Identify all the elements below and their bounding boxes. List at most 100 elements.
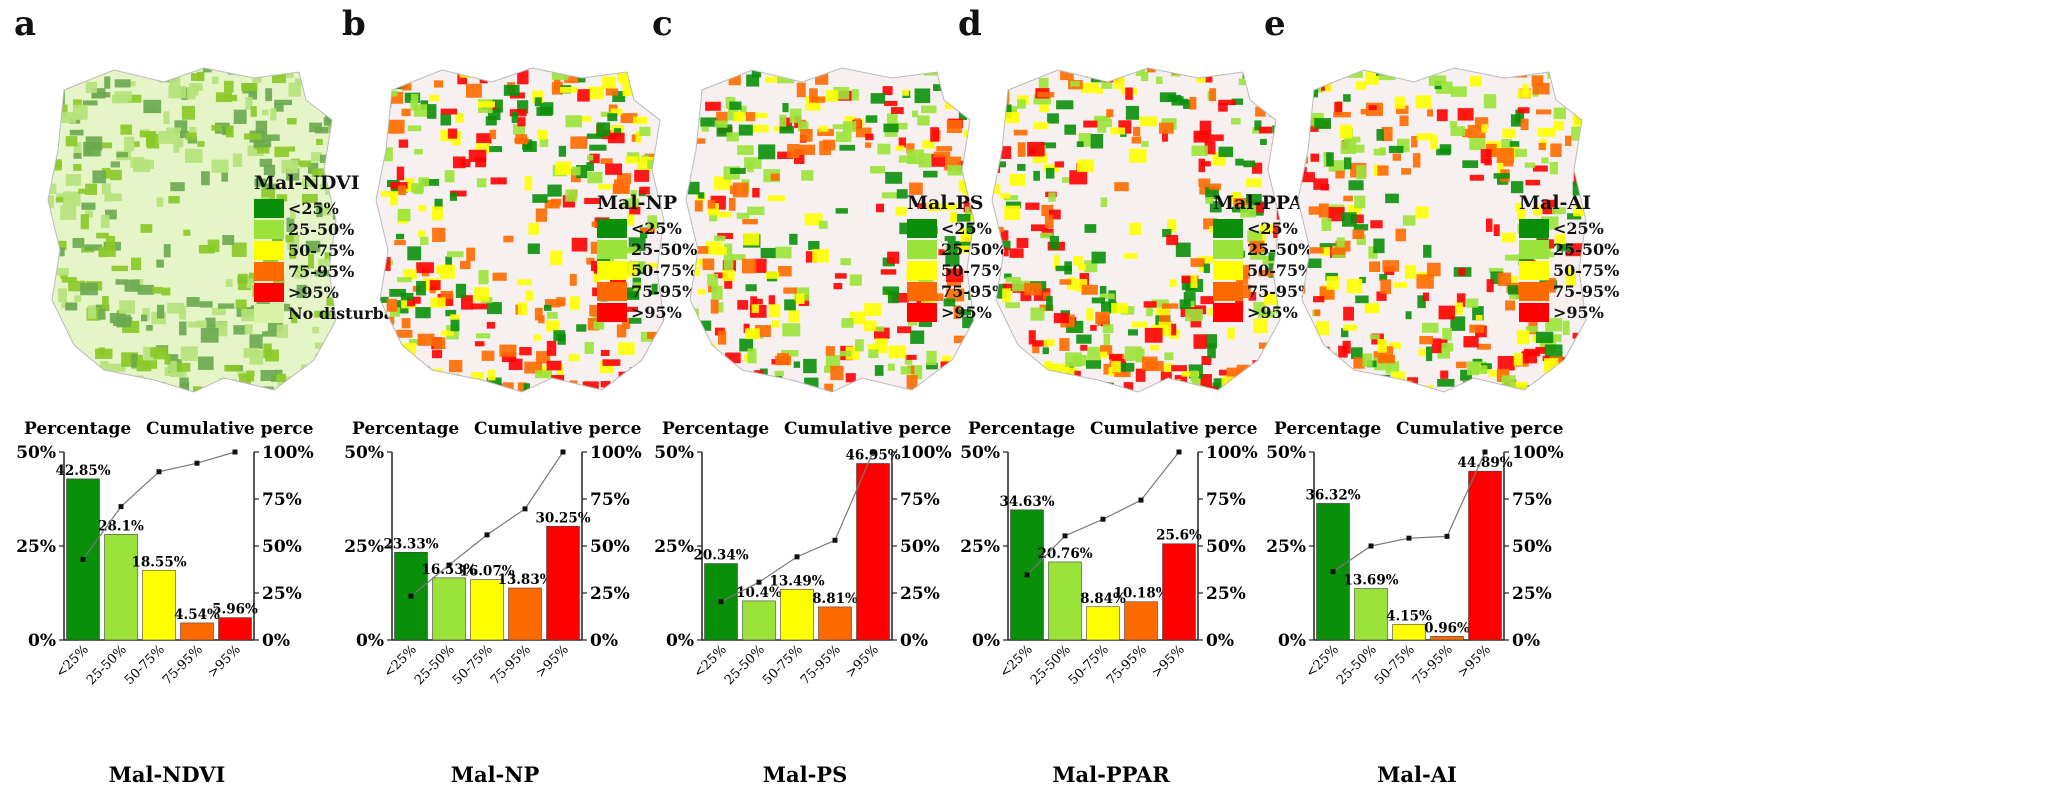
map-patch [1166,234,1179,246]
map-patch [481,350,495,361]
map-patch [651,283,658,295]
right-tick-label: 75% [262,490,302,510]
map-patch [401,318,411,329]
map-patch [1042,347,1049,355]
map-patch [131,353,138,369]
map-patch [476,178,487,188]
map-patch [517,382,528,392]
map-patch [1316,393,1330,395]
cumulative-point [1330,569,1336,575]
map-patch [1373,238,1385,254]
bar-value-label: 18.55% [131,554,186,570]
map-patch [1531,75,1544,87]
map-patch [61,112,76,124]
map-patch [432,227,446,242]
map-patch [535,388,551,392]
map-patch [596,390,608,392]
map-patch [1415,206,1429,219]
legend-item: <25% [597,218,697,239]
map-patch [1099,293,1115,300]
map-patch [217,303,235,309]
map-patch [432,350,443,359]
map-patch [1584,386,1586,392]
legend-label: >95% [631,303,682,322]
map-patch [752,298,763,305]
map-patch [740,105,747,116]
map-patch [1381,68,1391,75]
map-patch [82,100,98,106]
map-patch [586,162,594,172]
cumulative-point [560,449,566,455]
map-patch [539,138,549,147]
legend-label: 50-75% [941,261,1008,280]
map-patch [876,203,885,213]
map-patch [417,366,430,377]
map-patch [1213,378,1225,389]
legend-swatch [597,282,627,301]
map-patch [692,358,706,368]
chart-title: Mal-NDVI [109,762,226,787]
left-tick-label: 0% [28,631,56,651]
map-patch [1005,104,1012,118]
map-patch [1456,361,1467,369]
map-patch [1450,126,1466,136]
right-tick-label: 0% [590,631,618,651]
map-patch [966,222,974,234]
map-patch [1542,199,1555,215]
map-patch [742,219,758,225]
map-patch [72,237,85,248]
map-patch [1346,278,1363,294]
map-patch [1472,306,1484,321]
map-patch [144,160,154,169]
legend-item: 25-50% [907,239,1007,260]
map-patch [783,287,797,294]
map-patch [1183,100,1192,109]
map-patch [1135,68,1146,77]
map-patch [992,357,1006,364]
map-patch [1440,370,1449,379]
map-patch [69,129,84,136]
legend-label: >95% [941,303,992,322]
map-patch [1381,127,1393,142]
map-patch [98,247,116,257]
map-patch [1248,292,1257,301]
map-patch [516,279,532,286]
map-patch [1005,112,1020,124]
map-patch [51,268,69,276]
map-patch [1244,71,1256,85]
map-patch [1449,121,1458,128]
map-patch [100,214,110,229]
map-patch [517,117,526,127]
map-patch [640,227,655,234]
map-patch [224,80,234,93]
map-patch [1273,225,1280,239]
map-patch [1331,248,1346,255]
map-patch [101,167,111,179]
map-patch [992,136,1000,143]
map-patch [1193,130,1209,143]
category-label: 75-95% [488,642,534,688]
map-patch [1333,111,1351,118]
map-patch [1437,378,1455,387]
map-patch [564,76,580,84]
cumulative-point [194,460,200,466]
map-patch [111,384,122,391]
map-patch [224,364,240,372]
map-patch [1083,260,1098,273]
map-patch [723,255,734,271]
map-patch [600,381,611,388]
map-patch [887,363,895,371]
map-patch [686,68,697,80]
map-patch [1002,288,1011,303]
map-patch [1258,310,1275,318]
legend-label: 25-50% [288,220,355,239]
map-patch [169,74,181,90]
map-patch [760,247,776,259]
map-patch [396,166,405,181]
map-patch [639,126,651,137]
map-patch [1227,327,1235,340]
map-patch [880,269,897,275]
right-tick-label: 0% [262,631,290,651]
map-patch [870,166,886,174]
map-patch [1418,348,1428,356]
